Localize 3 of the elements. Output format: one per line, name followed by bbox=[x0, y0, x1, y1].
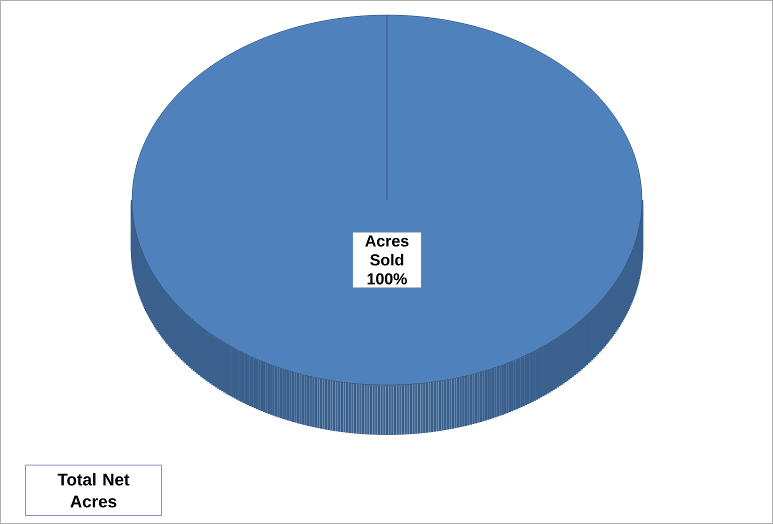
text: Total Net Acres bbox=[58, 473, 130, 508]
slice-label: Acres Sold bbox=[365, 235, 408, 266]
data-label: 100% bbox=[368, 273, 407, 284]
